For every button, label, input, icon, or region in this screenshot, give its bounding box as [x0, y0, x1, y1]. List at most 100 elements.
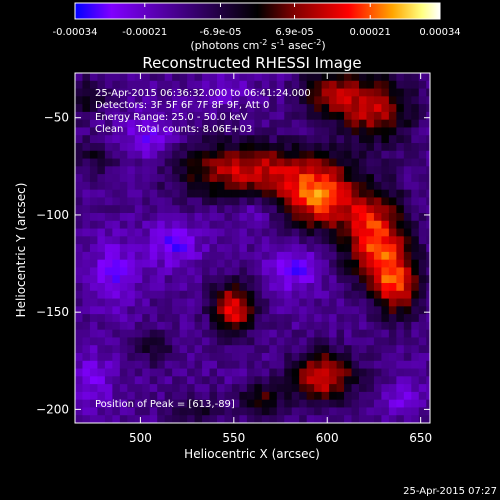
- heatmap-cell: [426, 143, 430, 152]
- heatmap-cell: [89, 88, 98, 97]
- heatmap-cell: [149, 321, 158, 331]
- heatmap-cell: [276, 259, 285, 268]
- heatmap-cell: [231, 228, 240, 237]
- heatmap-cell: [403, 236, 412, 245]
- heatmap-cell: [75, 368, 83, 377]
- heatmap-cell: [269, 80, 278, 89]
- heatmap-cell: [344, 329, 352, 338]
- heatmap-cell: [344, 251, 352, 261]
- heatmap-cell: [321, 283, 330, 292]
- heatmap-cell: [224, 384, 233, 393]
- heatmap-cell: [134, 88, 143, 97]
- heatmap-cell: [231, 360, 240, 369]
- heatmap-cell: [299, 407, 308, 416]
- heatmap-cell: [194, 181, 203, 191]
- heatmap-cell: [202, 391, 210, 401]
- heatmap-cell: [104, 205, 113, 214]
- heatmap-cell: [314, 415, 323, 423]
- heatmap-cell: [276, 251, 285, 261]
- heatmap-cell: [351, 298, 360, 307]
- heatmap-cell: [142, 384, 151, 393]
- heatmap-cell: [187, 150, 195, 159]
- heatmap-cell: [426, 345, 430, 354]
- heatmap-cell: [179, 150, 188, 159]
- heatmap-cell: [388, 111, 397, 121]
- heatmap-cell: [329, 259, 337, 268]
- heatmap-cell: [418, 368, 427, 377]
- heatmap-cell: [254, 353, 263, 362]
- heatmap-cell: [187, 119, 195, 128]
- heatmap-cell: [246, 213, 255, 222]
- heatmap-cell: [359, 73, 367, 82]
- heatmap-cell: [396, 298, 405, 307]
- heatmap-cell: [194, 158, 203, 167]
- heatmap-cell: [276, 143, 285, 152]
- heatmap-cell: [149, 360, 158, 369]
- heatmap-cell: [426, 244, 430, 253]
- heatmap-cell: [89, 127, 98, 136]
- heatmap-cell: [89, 384, 98, 393]
- heatmap-cell: [373, 96, 382, 105]
- colorbar-tick-label: -0.00021: [122, 27, 167, 38]
- heatmap-cell: [373, 415, 382, 423]
- heatmap-cell: [373, 337, 382, 346]
- heatmap-cell: [75, 104, 83, 113]
- heatmap-cell: [217, 415, 225, 423]
- heatmap-cell: [396, 329, 405, 338]
- heatmap-cell: [82, 399, 91, 408]
- heatmap-cell: [359, 391, 367, 401]
- heatmap-cell: [306, 306, 315, 315]
- heatmap-cell: [359, 384, 367, 393]
- heatmap-cell: [351, 181, 360, 191]
- heatmap-cell: [246, 96, 255, 105]
- heatmap-cell: [112, 345, 121, 354]
- heatmap-cell: [239, 135, 248, 144]
- heatmap-cell: [306, 314, 315, 323]
- heatmap-cell: [187, 104, 195, 113]
- heatmap-cell: [329, 143, 337, 152]
- heatmap-cell: [254, 321, 263, 331]
- heatmap-cell: [396, 407, 405, 416]
- heatmap-cell: [149, 337, 158, 346]
- heatmap-cell: [359, 127, 367, 136]
- heatmap-cell: [359, 104, 367, 113]
- heatmap-cell: [231, 337, 240, 346]
- heatmap-cell: [75, 236, 83, 245]
- heatmap-cell: [194, 306, 203, 315]
- heatmap-cell: [164, 181, 173, 191]
- heatmap-cell: [75, 275, 83, 284]
- heatmap-cell: [411, 337, 420, 346]
- heatmap-cell: [75, 267, 83, 276]
- heatmap-cell: [373, 376, 382, 385]
- heatmap-cell: [209, 415, 218, 423]
- heatmap-cell: [112, 236, 121, 245]
- heatmap-cell: [321, 104, 330, 113]
- heatmap-cell: [418, 306, 427, 315]
- heatmap-cell: [179, 267, 188, 276]
- heatmap-cell: [396, 368, 405, 377]
- heatmap-cell: [344, 80, 352, 89]
- heatmap-cell: [224, 415, 233, 423]
- heatmap-cell: [269, 384, 278, 393]
- heatmap-cell: [269, 166, 278, 175]
- heatmap-cell: [373, 150, 382, 159]
- heatmap-cell: [388, 415, 397, 423]
- heatmap-cell: [344, 353, 352, 362]
- heatmap-cell: [366, 407, 375, 416]
- heatmap-cell: [359, 337, 367, 346]
- heatmap-cell: [306, 267, 315, 276]
- heatmap-cell: [157, 415, 166, 423]
- heatmap-cell: [344, 236, 352, 245]
- heatmap-cell: [381, 415, 390, 423]
- heatmap-cell: [359, 228, 367, 237]
- heatmap-cell: [276, 368, 285, 377]
- heatmap-cell: [97, 391, 106, 401]
- heatmap-cell: [149, 236, 158, 245]
- heatmap-cell: [75, 399, 83, 408]
- heatmap-cell: [179, 337, 188, 346]
- heatmap-cell: [172, 368, 181, 377]
- heatmap-cell: [426, 73, 430, 82]
- heatmap-cell: [284, 135, 293, 144]
- heatmap-cell: [396, 220, 405, 229]
